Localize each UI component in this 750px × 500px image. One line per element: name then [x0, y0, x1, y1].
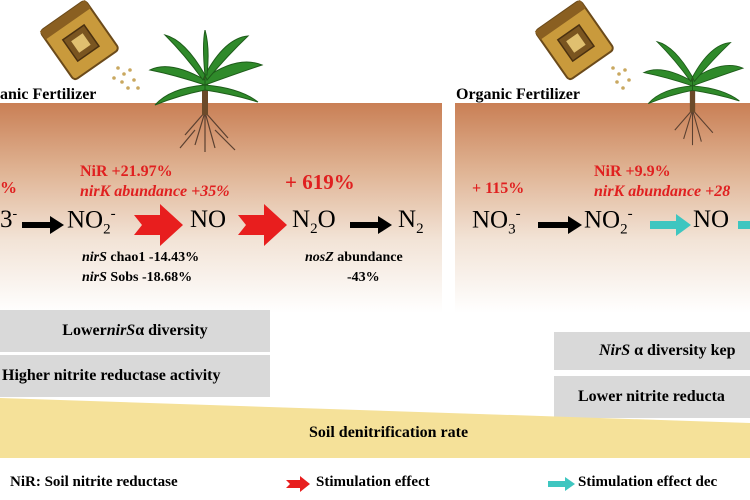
left-activity-box: Higher nitrite reductase activity	[0, 355, 270, 397]
left-nir-change: NiR +21.97%	[80, 163, 173, 180]
right-activity-box: Lower nitrite reducta	[554, 376, 750, 418]
right-pathway-arrows	[538, 214, 750, 236]
right-no-species: NO	[693, 206, 730, 233]
left-no3-fragment: 3-	[0, 206, 18, 233]
left-nirs-sobs: nirS Sobs -18.68%	[82, 270, 193, 285]
plant-icon	[642, 40, 745, 146]
left-nosz-value: -43%	[347, 270, 380, 285]
legend-stimulation-arrow-icon	[286, 476, 310, 492]
plant-icon	[148, 30, 264, 152]
black-arrow	[538, 216, 582, 234]
left-n2-species: N2	[398, 206, 424, 237]
left-nirs-chao1: nirS chao1 -14.43%	[82, 250, 200, 265]
left-pathway-arrows	[22, 204, 392, 246]
left-no-species: NO	[190, 206, 227, 233]
left-n2o-species: N2O	[292, 206, 336, 237]
fertilizer-bag-icon	[534, 0, 631, 90]
legend-decreased-arrow-icon	[548, 477, 575, 491]
right-nir-change: NiR +9.9%	[594, 163, 671, 180]
right-diversity-box: NirS α diversity kep	[554, 332, 750, 370]
left-diversity-box: Lower nirS α diversity	[0, 310, 270, 352]
decreased-stimulation-arrow	[738, 221, 750, 229]
black-arrow	[350, 216, 392, 234]
left-percent-fragment: %	[0, 178, 17, 197]
legend-stimulation-label: Stimulation effect	[316, 474, 430, 490]
left-nirk-abundance: nirK abundance +35%	[80, 183, 230, 200]
right-no3-change: + 115%	[472, 180, 525, 197]
black-arrow	[22, 216, 64, 234]
legend-decreased-label: Stimulation effect dec	[578, 474, 718, 490]
legend-nir-definition: NiR: Soil nitrite reductase	[10, 474, 178, 490]
left-fertilizer-label: anic Fertilizer	[0, 86, 97, 103]
left-soil-panel	[0, 103, 442, 313]
right-no3-species: NO3-	[472, 206, 521, 238]
denitrification-rate-wedge	[0, 398, 750, 458]
stimulation-arrow	[134, 204, 183, 246]
right-nirk-abundance: nirK abundance +28	[594, 183, 731, 200]
denitrification-rate-label: Soil denitrification rate	[309, 424, 469, 441]
right-no2-species: NO2-	[584, 206, 633, 238]
left-no2-species: NO2-	[67, 206, 116, 238]
right-fertilizer-label: Organic Fertilizer	[456, 86, 580, 103]
fertilizer-bag-icon	[39, 0, 140, 90]
left-nosz-abundance: nosZ abundance	[305, 250, 403, 265]
stimulation-arrow	[238, 204, 287, 246]
left-n2o-change: + 619%	[285, 170, 355, 194]
decreased-stimulation-arrow	[650, 214, 691, 236]
